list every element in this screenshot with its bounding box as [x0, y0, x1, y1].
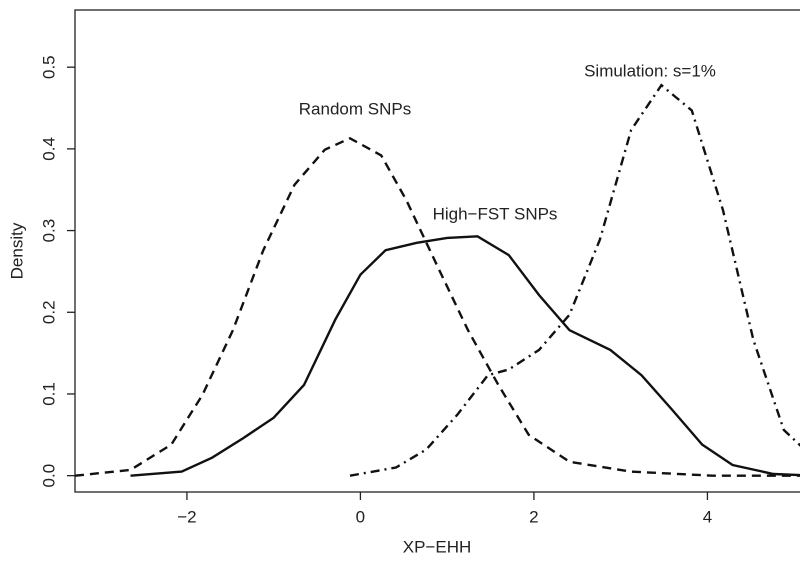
- y-axis-label: Density: [7, 222, 26, 279]
- y-tick-label: 0.3: [39, 219, 58, 243]
- y-tick-label: 0.4: [39, 137, 58, 161]
- y-tick-label: 0.1: [39, 382, 58, 406]
- density-line: [130, 235, 800, 477]
- y-tick-label: 0.5: [39, 55, 58, 79]
- annotation: Random SNPs: [299, 99, 411, 118]
- annotation: Simulation: s=1%: [584, 61, 716, 80]
- y-tick-label: 0.2: [39, 300, 58, 324]
- x-tick-label: −2: [177, 507, 196, 526]
- density-line: [349, 83, 800, 477]
- x-axis-label: XP−EHH: [403, 537, 472, 556]
- density-line: [75, 136, 800, 477]
- y-tick-label: 0.0: [39, 464, 58, 488]
- x-tick-label: 4: [703, 507, 712, 526]
- annotation: High−FST SNPs: [433, 204, 558, 223]
- x-tick-label: 0: [356, 507, 365, 526]
- x-tick-label: 2: [529, 507, 538, 526]
- plot-frame: [74, 9, 800, 493]
